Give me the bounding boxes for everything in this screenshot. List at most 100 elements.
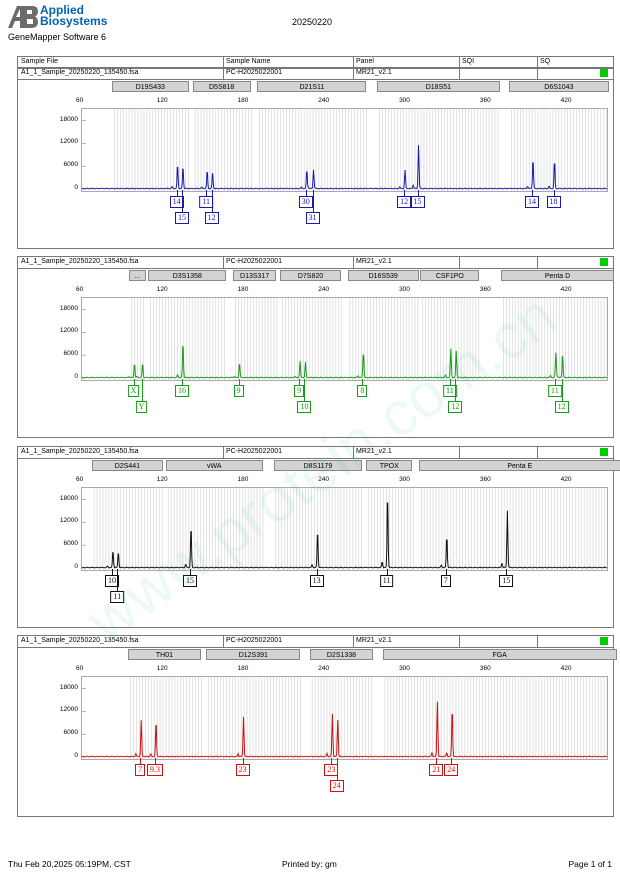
allele-leader-line [506,569,508,575]
allele-call-label: 10 [297,401,312,413]
marker-row: D2S441 vWA D8S1179 TPOX Penta E [18,460,620,473]
marker-row: ... D3S1358 D13S317 D7S820 D16S539 CSF1PO Pent… [18,270,615,283]
allele-leader-line [211,190,213,212]
signal-trace [82,145,607,190]
allele-leader-line [304,379,306,401]
allele-leader-line [238,379,240,385]
allele-leader-line [331,758,333,764]
allele-call-label: 7 [135,764,146,776]
signal-trace [82,502,607,569]
x-tick-label: 240 [318,476,330,483]
quality-flag-indicator [600,637,608,645]
allele-leader-line [386,569,388,575]
electropherogram-plot [81,297,608,381]
allele-call-label: 15 [410,196,425,208]
allele-leader-line [206,190,208,196]
column-sample-name: Sample Name [226,58,271,65]
printed-by: Printed by: gm [282,859,337,869]
logo-line2: Biosystems [40,14,108,28]
sample-file: A1_1_Sample_20250220_135450.fsa [21,637,139,644]
allele-call-label: 15 [499,575,514,587]
x-tick-label: 180 [237,97,249,104]
electropherogram-panel: A1_1_Sample_20250220_135450.fsa PC-H20250… [17,256,615,438]
allele-call-label: 11 [547,385,562,397]
x-tick-label: 180 [237,476,249,483]
allele-call-label: Y [135,401,148,413]
allele-call-label: 11 [199,196,214,208]
allele-leader-line [417,190,419,196]
allele-call-label: 10 [104,575,119,587]
marker-label: D18S51 [377,81,500,92]
signal-trace [82,345,607,379]
marker-label: D2S441 [91,460,164,471]
column-sqi: SQI [462,58,475,65]
software-name: GeneMapper Software 6 [8,32,107,42]
applied-biosystems-logo: Applied Biosystems [8,4,118,31]
allele-call-label: 18 [546,196,561,208]
allele-leader-line [316,569,318,575]
allele-call-label: 8 [357,385,368,397]
y-tick-label: 0 [74,563,78,570]
allele-call-label: 11 [110,591,125,603]
allele-leader-line [176,190,178,196]
x-tick-label: 420 [560,665,572,672]
allele-leader-line [404,190,406,196]
allele-call-label: 12 [204,212,219,224]
x-tick-label: 360 [479,476,491,483]
allele-call-label: 23 [324,764,339,776]
marker-label: D13S317 [233,270,277,281]
marker-label: D7S820 [280,270,341,281]
x-tick-label: 420 [560,286,572,293]
y-tick-label: 12000 [59,138,78,146]
y-tick-label: 18000 [59,304,78,312]
y-tick-label: 0 [74,752,78,759]
marker-label: FGA [382,649,617,660]
marker-label: D8S1179 [273,460,363,471]
x-tick-label: 240 [318,286,330,293]
allele-leader-line [305,190,307,196]
allele-call-label: 9.3 [147,764,164,776]
column-panel: Panel [356,58,374,65]
y-tick-label: 18000 [59,494,78,502]
y-tick-label: 6000 [63,729,78,737]
x-tick-label: 120 [156,286,168,293]
allele-call-label: 13 [309,575,324,587]
allele-leader-line [455,379,457,401]
sample-file: A1_1_Sample_20250220_135450.fsa [21,69,139,76]
allele-leader-line [140,758,142,764]
print-timestamp: Thu Feb 20,2025 05:19PM, CST [8,859,131,869]
allele-call-label: 15 [174,212,189,224]
marker-label: Penta E [418,460,620,471]
electropherogram-plot [81,487,608,571]
panel-title-row: A1_1_Sample_20250220_135450.fsa PC-H20250… [18,447,613,459]
marker-row: TH01 D12S391 D2S1338 FGA [18,649,617,662]
column-sq: SQ [540,58,551,65]
panel-name: MR21_v2.1 [356,448,392,455]
trace-svg [82,677,607,759]
allele-call-label: 24 [329,780,344,792]
allele-call-label: 30 [298,196,313,208]
x-tick-label: 300 [399,665,410,672]
quality-flag-indicator [600,69,608,77]
marker-label: D19S433 [111,81,189,92]
y-tick-label: 12000 [59,706,78,714]
panel-name: MR21_v2.1 [356,258,392,265]
allele-call-label: 21 [429,764,444,776]
allele-call-label: 11 [379,575,394,587]
x-tick-label: 360 [479,286,491,293]
electropherogram-panel: A1_1_Sample_20250220_135450.fsa PC-H20250… [17,67,614,249]
x-tick-label: 120 [156,476,168,483]
marker-label: D12S391 [206,649,301,660]
marker-label: D2S1338 [309,649,374,660]
allele-leader-line [561,379,563,401]
column-sample-file: Sample File [21,58,58,65]
allele-call-label: 14 [524,196,539,208]
electropherogram-panel: A1_1_Sample_20250220_135450.fsa PC-H20250… [17,446,620,628]
marker-label: D21S11 [257,81,367,92]
x-tick-label: 120 [156,665,168,672]
allele-leader-line [531,190,533,196]
x-tick-label: 300 [399,286,410,293]
y-tick-label: 0 [74,184,78,191]
panel-name: MR21_v2.1 [356,637,392,644]
y-tick-label: 6000 [63,350,78,358]
